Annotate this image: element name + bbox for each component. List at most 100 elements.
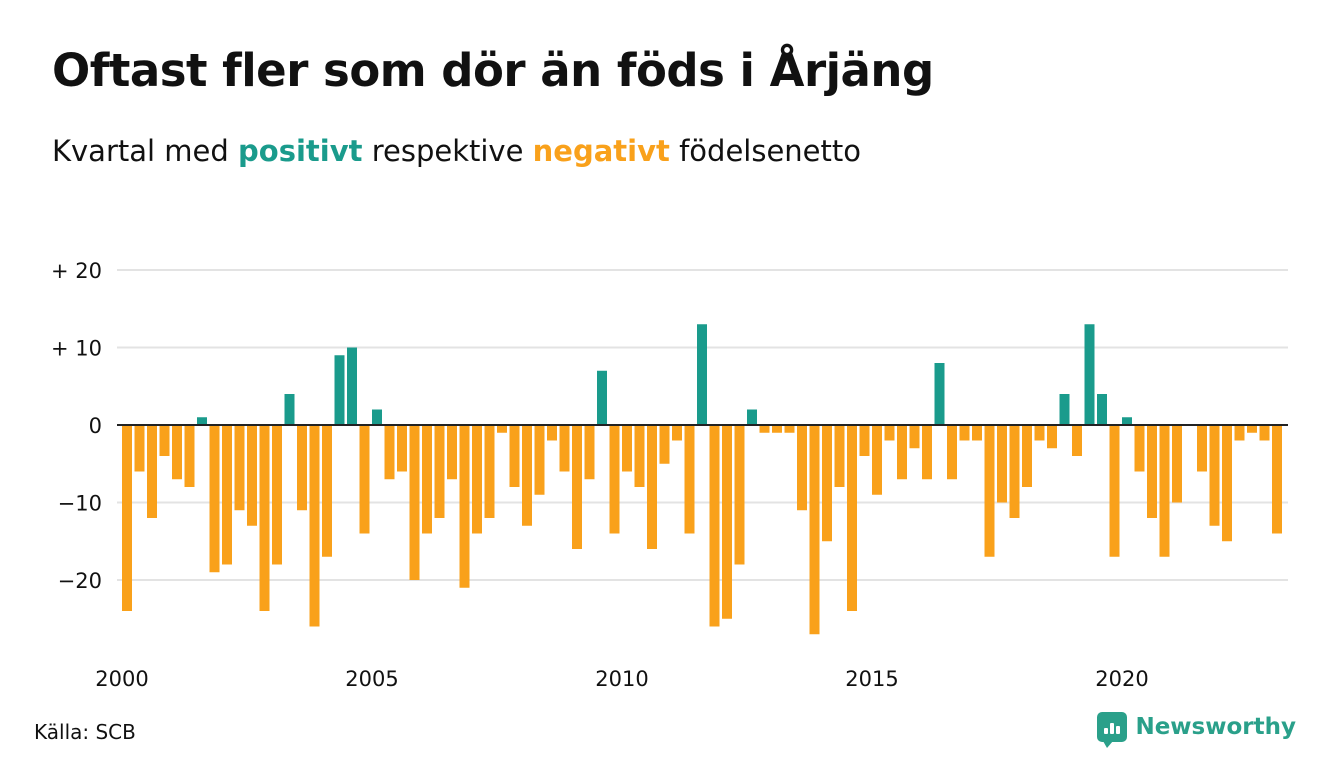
bar <box>322 425 332 557</box>
x-tick-label: 2020 <box>1095 667 1148 691</box>
bar <box>809 425 820 635</box>
bar <box>559 425 570 472</box>
bar <box>684 425 695 534</box>
bar <box>622 425 632 472</box>
bar <box>1134 425 1145 472</box>
bar <box>1059 394 1070 425</box>
bar <box>1147 425 1157 518</box>
bar <box>309 425 320 627</box>
bar <box>1109 425 1120 557</box>
x-tick-label: 2000 <box>95 667 148 691</box>
bar <box>547 425 557 441</box>
bar <box>1009 425 1020 518</box>
y-tick-label: 0 <box>89 414 102 438</box>
bar <box>1234 425 1245 441</box>
chart-title: Oftast fler som dör än föds i Årjäng <box>52 44 934 97</box>
bar <box>384 425 395 480</box>
y-tick-label: −10 <box>58 492 102 516</box>
bar <box>1247 425 1257 433</box>
bar <box>334 355 345 425</box>
y-tick-label: + 20 <box>51 259 102 283</box>
bar <box>709 425 720 627</box>
subtitle-suffix: födelsenetto <box>679 134 861 168</box>
bar <box>784 425 795 433</box>
bar <box>172 425 182 480</box>
bar <box>722 425 732 619</box>
bar <box>1209 425 1220 526</box>
bar <box>822 425 832 542</box>
bar <box>834 425 845 487</box>
bar <box>947 425 957 480</box>
bar <box>634 425 645 487</box>
y-tick-label: −20 <box>58 569 102 593</box>
bar <box>197 417 207 425</box>
bar <box>534 425 545 495</box>
bar <box>1159 425 1170 557</box>
bar <box>497 425 507 433</box>
x-tick-label: 2005 <box>345 667 398 691</box>
bar <box>422 425 432 534</box>
bar <box>972 425 982 441</box>
bar <box>584 425 595 480</box>
x-tick-label: 2015 <box>845 667 898 691</box>
bar <box>397 425 407 472</box>
bars <box>122 324 1282 635</box>
bar <box>659 425 670 464</box>
bar <box>297 425 307 511</box>
bar <box>1272 425 1282 534</box>
bar <box>522 425 532 526</box>
bar <box>184 425 195 487</box>
bar <box>1047 425 1057 449</box>
bar <box>847 425 857 611</box>
bar <box>122 425 132 611</box>
bar <box>272 425 282 565</box>
bar <box>997 425 1007 503</box>
bar <box>284 394 295 425</box>
source-note: Källa: SCB <box>34 720 136 744</box>
bar <box>747 409 757 425</box>
bar <box>147 425 157 518</box>
bar <box>697 324 707 425</box>
bar <box>672 425 682 441</box>
chart-subtitle: Kvartal med positivt respektive negativt… <box>52 134 861 168</box>
bar <box>1222 425 1232 542</box>
bar <box>372 409 382 425</box>
bar <box>1197 425 1207 472</box>
bar <box>647 425 657 549</box>
subtitle-positive-word: positivt <box>238 134 363 168</box>
bar <box>209 425 220 573</box>
bar <box>1122 417 1132 425</box>
bar <box>1097 394 1107 425</box>
bar <box>1259 425 1270 441</box>
bar <box>572 425 582 549</box>
bar <box>1072 425 1082 456</box>
newsworthy-logo: Newsworthy <box>1097 712 1296 748</box>
x-tick-label: 2010 <box>595 667 648 691</box>
bar-chart-speech-bubble-icon <box>1097 712 1128 748</box>
bar <box>609 425 620 534</box>
bar <box>247 425 257 526</box>
subtitle-prefix: Kvartal med <box>52 134 229 168</box>
bar <box>884 425 895 441</box>
bar <box>909 425 920 449</box>
bar <box>222 425 232 565</box>
brand-name: Newsworthy <box>1135 714 1296 740</box>
bar <box>472 425 482 534</box>
bar <box>859 425 870 456</box>
subtitle-negative-word: negativt <box>532 134 670 168</box>
bar <box>484 425 495 518</box>
bar <box>1172 425 1182 503</box>
subtitle-middle: respektive <box>371 134 524 168</box>
bar <box>759 425 770 433</box>
bar <box>1034 425 1045 441</box>
bar <box>347 347 357 425</box>
axes: + 20 + 10 0 −10 −20 2000 2005 2010 2015 2020 <box>51 259 1288 691</box>
bar <box>959 425 970 441</box>
bar <box>772 425 782 433</box>
bar <box>509 425 520 487</box>
bar <box>984 425 995 557</box>
bar <box>434 425 445 518</box>
bar <box>797 425 807 511</box>
bar <box>1084 324 1095 425</box>
